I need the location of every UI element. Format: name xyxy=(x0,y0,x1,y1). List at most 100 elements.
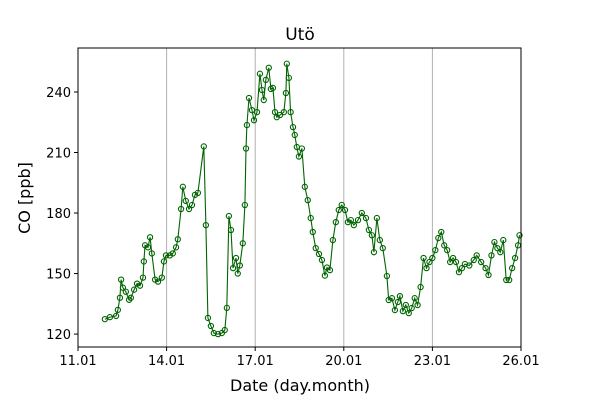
data-point xyxy=(139,274,147,281)
data-point xyxy=(309,228,316,236)
data-point xyxy=(148,250,155,257)
data-point xyxy=(204,314,212,322)
data-point xyxy=(242,145,250,152)
data-point xyxy=(112,312,120,320)
data-point xyxy=(307,214,314,222)
data-point xyxy=(452,258,460,266)
data-point xyxy=(106,313,114,321)
data-point xyxy=(200,143,207,150)
data-point xyxy=(385,296,392,304)
data-point xyxy=(285,74,293,82)
data-point xyxy=(423,264,430,272)
data-point xyxy=(182,197,189,205)
data-point xyxy=(432,247,439,254)
data-point xyxy=(248,106,256,114)
data-point xyxy=(466,262,473,269)
data-point xyxy=(335,206,342,214)
data-point xyxy=(146,234,154,241)
data-point xyxy=(114,306,122,314)
data-point xyxy=(491,238,498,246)
data-point xyxy=(236,262,243,269)
data-point xyxy=(379,244,386,252)
data-point xyxy=(497,249,504,256)
data-point xyxy=(503,276,510,284)
data-point xyxy=(256,70,264,77)
data-point xyxy=(312,244,319,252)
data-point xyxy=(438,228,445,236)
data-point xyxy=(144,244,152,251)
data-point xyxy=(210,329,218,337)
data-point xyxy=(287,109,294,116)
data-point xyxy=(194,189,202,197)
y-tick-label: 120 xyxy=(46,328,71,343)
data-point xyxy=(358,209,365,217)
data-point xyxy=(177,205,185,213)
data-point xyxy=(396,293,404,300)
data-point xyxy=(260,96,267,104)
data-point xyxy=(516,232,523,239)
data-point xyxy=(130,286,138,293)
data-point xyxy=(283,60,290,67)
y-tick-label: 240 xyxy=(46,86,71,101)
data-point xyxy=(444,247,451,254)
data-point xyxy=(326,266,334,274)
data-point xyxy=(368,232,376,239)
data-point xyxy=(245,94,253,102)
data-point xyxy=(158,274,166,281)
data-point xyxy=(488,252,495,259)
data-point xyxy=(241,201,249,209)
data-point xyxy=(376,236,383,244)
data-point xyxy=(408,304,415,312)
data-point xyxy=(455,268,463,276)
data-point xyxy=(221,326,228,334)
data-point xyxy=(332,218,339,226)
data-point xyxy=(169,250,176,257)
data-point xyxy=(227,226,235,234)
data-point xyxy=(482,264,489,272)
x-tick-label: 23.01 xyxy=(414,354,451,369)
data-point xyxy=(477,258,485,266)
data-point xyxy=(301,183,308,190)
data-point xyxy=(185,205,193,213)
y-tick-label: 150 xyxy=(46,268,71,283)
data-point xyxy=(119,284,127,291)
y-tick-label: 210 xyxy=(46,147,71,162)
data-point xyxy=(446,258,454,266)
data-point xyxy=(511,254,519,262)
data-point xyxy=(470,256,477,264)
data-point xyxy=(223,304,230,312)
data-point xyxy=(449,254,457,262)
data-point xyxy=(122,288,129,295)
data-point xyxy=(405,309,412,317)
data-point xyxy=(508,264,516,272)
data-point xyxy=(318,256,326,264)
data-point xyxy=(101,316,109,323)
data-point xyxy=(411,295,418,302)
data-point xyxy=(160,258,168,265)
data-point xyxy=(329,236,337,244)
data-point xyxy=(347,216,355,224)
data-point xyxy=(426,258,433,266)
data-point xyxy=(341,206,349,214)
data-point xyxy=(373,214,381,222)
data-point xyxy=(414,301,421,309)
data-point xyxy=(473,252,480,259)
data-point xyxy=(350,221,357,229)
data-point xyxy=(136,282,144,289)
x-tick-label: 17.01 xyxy=(237,354,274,369)
data-point xyxy=(458,264,466,272)
data-point xyxy=(485,271,492,279)
data-point xyxy=(207,322,215,330)
data-point xyxy=(162,252,170,259)
data-point xyxy=(117,276,125,283)
data-point xyxy=(282,89,290,97)
data-point xyxy=(253,109,261,116)
data-point xyxy=(202,221,210,229)
data-point xyxy=(258,86,266,94)
data-point xyxy=(298,145,306,152)
data-point xyxy=(154,278,162,285)
data-point xyxy=(243,121,251,129)
x-tick-label: 11.01 xyxy=(59,354,96,369)
